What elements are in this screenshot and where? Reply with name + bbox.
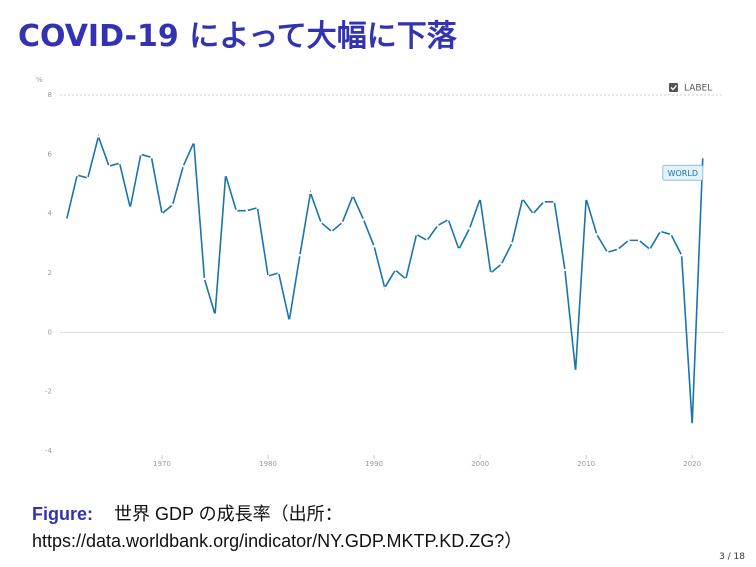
point	[500, 262, 503, 266]
point	[319, 221, 323, 224]
annotation: WORLD	[668, 169, 698, 178]
point	[97, 135, 100, 138]
point	[553, 200, 556, 203]
point	[341, 221, 344, 224]
point	[86, 176, 90, 180]
point	[224, 173, 227, 177]
point	[574, 369, 577, 373]
point	[478, 197, 482, 201]
point	[107, 165, 111, 168]
page-number: 3 / 18	[719, 552, 745, 562]
point	[436, 224, 439, 227]
caption-label: Figure:	[32, 504, 93, 524]
annotation-box	[662, 164, 704, 181]
plot: -4 -2 0 2 4 6 8 1970 1980 1990 2000 2010 2020 WORLD	[45, 91, 724, 468]
point	[129, 206, 132, 209]
y-tick-label: -4	[45, 447, 53, 455]
point	[680, 254, 683, 257]
point	[563, 268, 567, 272]
y-tick-label: 0	[48, 328, 52, 336]
point	[245, 209, 249, 212]
point	[235, 209, 238, 212]
point	[139, 153, 143, 156]
x-tick-label: 1980	[259, 460, 277, 468]
point	[648, 248, 651, 251]
point	[627, 239, 630, 242]
y-tick-label: -2	[45, 388, 52, 396]
check	[670, 85, 677, 91]
legend-checkbox[interactable]	[669, 83, 678, 92]
point	[150, 156, 153, 159]
point	[457, 248, 461, 251]
point	[266, 274, 270, 278]
point	[118, 162, 121, 165]
x-tick-label: 2020	[683, 460, 701, 468]
point	[362, 218, 365, 221]
point	[288, 319, 291, 322]
point	[372, 245, 376, 248]
point	[637, 239, 641, 242]
point	[542, 200, 545, 203]
point	[203, 277, 206, 281]
point	[606, 251, 609, 254]
x-tick-label: 1970	[153, 460, 171, 468]
point	[404, 277, 408, 281]
point	[65, 218, 68, 221]
point	[701, 156, 704, 159]
point	[425, 239, 429, 242]
series-line	[65, 133, 704, 425]
point	[394, 268, 397, 272]
point	[669, 233, 673, 236]
point	[489, 271, 492, 275]
point	[531, 212, 535, 215]
x-tick-label: 1990	[365, 460, 383, 468]
point	[510, 242, 514, 245]
point	[330, 230, 333, 233]
point	[192, 141, 196, 144]
point	[298, 254, 302, 257]
point	[521, 197, 524, 201]
point	[616, 248, 620, 251]
point	[213, 313, 217, 316]
slide-title: COVID-19 によって大幅に下落	[18, 19, 458, 54]
point	[415, 233, 418, 236]
point	[171, 203, 174, 206]
point	[659, 230, 662, 233]
point	[584, 197, 588, 201]
y-axis-label: %	[36, 76, 43, 84]
y-tick-label: 6	[48, 150, 53, 158]
point	[182, 165, 185, 168]
point	[309, 191, 312, 195]
caption-text: 世界 GDP の成長率（出所：	[114, 504, 343, 524]
point	[468, 227, 471, 230]
point	[277, 271, 280, 275]
point	[595, 233, 598, 236]
point	[160, 212, 164, 215]
point	[76, 173, 79, 177]
x-tick-label: 2010	[577, 460, 595, 468]
legend-label: LABEL	[684, 84, 712, 94]
y-tick-label: 8	[48, 91, 52, 99]
point	[447, 218, 450, 221]
point	[256, 206, 259, 209]
y-tick-label: 2	[48, 269, 52, 277]
point	[690, 423, 694, 426]
x-tick-label: 2000	[471, 460, 489, 468]
y-tick-label: 4	[48, 210, 53, 218]
caption-source: https://data.worldbank.org/indicator/NY.…	[32, 531, 522, 551]
point	[383, 286, 386, 290]
point	[351, 194, 355, 198]
